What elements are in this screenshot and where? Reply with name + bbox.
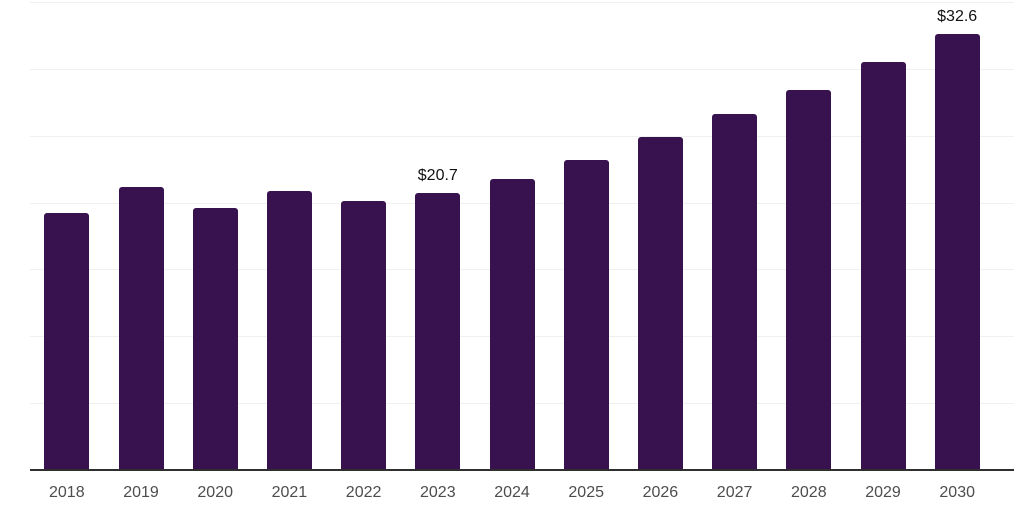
bar-value-label-2023: $20.7 (417, 167, 458, 185)
bar-2021 (266, 190, 312, 470)
x-axis-tick-label-2023: 2023 (420, 484, 456, 501)
x-axis-tick-label-2025: 2025 (568, 484, 604, 501)
gridline-35 (30, 2, 1014, 4)
bar-2025 (563, 159, 609, 470)
bar-value-label-2030: $32.6 (937, 8, 978, 26)
x-axis-tick-label-2024: 2024 (494, 484, 530, 501)
bar-2019 (118, 186, 164, 470)
gridline-30 (30, 68, 1014, 70)
bar-2030 (934, 34, 980, 470)
x-axis-tick-label-2018: 2018 (49, 484, 85, 501)
bar-2023 (415, 193, 461, 470)
bar-2029 (860, 62, 906, 470)
x-axis-tick-label-2026: 2026 (642, 484, 679, 501)
bar-2020 (192, 207, 238, 470)
x-axis-tick-label-2022: 2022 (345, 484, 382, 501)
x-axis-tick-label-2019: 2019 (123, 484, 159, 501)
x-axis-tick-label-2029: 2029 (865, 484, 901, 501)
bar-2018 (44, 213, 90, 470)
x-axis-tick-label-2021: 2021 (271, 484, 308, 501)
x-axis-tick-label-2028: 2028 (791, 484, 827, 501)
gridline-25 (30, 135, 1014, 137)
bar-2022 (341, 201, 387, 470)
bar-2026 (637, 137, 683, 470)
x-axis-line (30, 469, 1014, 471)
bar-2024 (489, 178, 535, 470)
bar-2027 (712, 114, 758, 470)
bar-2028 (786, 90, 832, 470)
x-axis-tick-label-2027: 2027 (716, 484, 753, 501)
x-axis-tick-label-2020: 2020 (197, 484, 233, 501)
x-axis-tick-label-2030: 2030 (939, 484, 975, 501)
